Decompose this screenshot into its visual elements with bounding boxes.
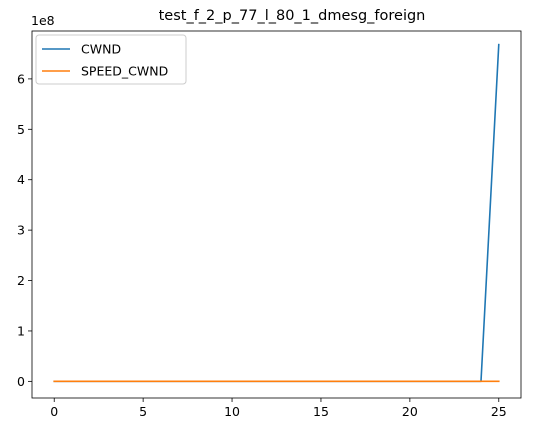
y-tick-label: 1 — [17, 323, 25, 338]
y-tick-label: 6 — [17, 71, 25, 86]
legend-label-1: SPEED_CWND — [81, 64, 168, 79]
chart-title: test_f_2_p_77_l_80_1_dmesg_foreign — [159, 8, 426, 24]
x-axis-ticks: 0 5 10 15 20 25 — [50, 398, 507, 419]
series-line-0 — [53, 43, 500, 383]
legend: CWND SPEED_CWND — [35, 34, 187, 85]
x-tick-label: 20 — [402, 404, 418, 419]
y-tick-label: 0 — [17, 374, 25, 389]
y-tick-label: 5 — [17, 122, 25, 137]
x-tick-label: 0 — [50, 404, 58, 419]
x-tick-label: 25 — [491, 404, 507, 419]
plot-area-frame — [31, 30, 522, 399]
legend-box — [35, 34, 187, 85]
legend-items: CWND SPEED_CWND — [42, 42, 168, 79]
legend-label-0: CWND — [81, 42, 121, 57]
y-tick-label: 4 — [17, 172, 25, 187]
y-tick-label: 3 — [17, 223, 25, 238]
series-layer — [53, 43, 500, 383]
y-tick-label: 2 — [17, 273, 25, 288]
y-axis-offset-label: 1e8 — [31, 13, 55, 28]
x-tick-label: 15 — [313, 404, 329, 419]
x-tick-label: 5 — [139, 404, 147, 419]
x-tick-label: 10 — [224, 404, 240, 419]
y-axis-ticks: 0 1 2 3 4 5 6 — [17, 71, 32, 389]
